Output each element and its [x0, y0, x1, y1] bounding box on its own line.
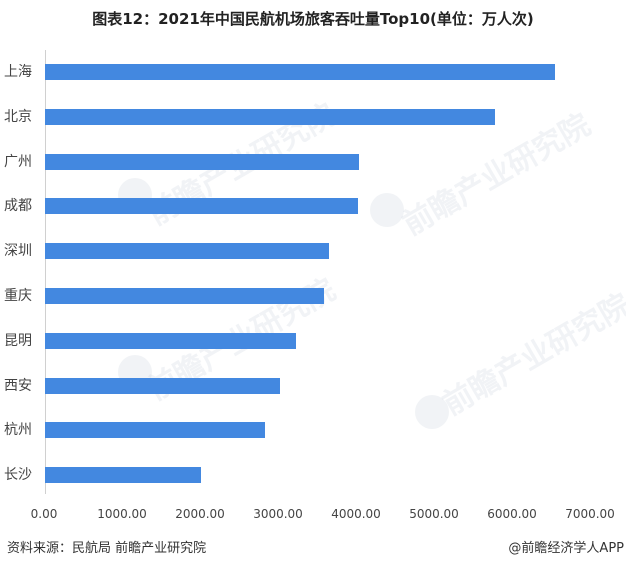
category-label: 北京	[4, 108, 32, 125]
credit-note: @前瞻经济学人APP	[508, 541, 624, 556]
bar	[45, 198, 358, 215]
x-tick-label: 0.00	[30, 507, 58, 521]
category-label: 重庆	[4, 288, 32, 304]
bar	[45, 108, 495, 125]
bar	[45, 64, 556, 80]
x-tick-label: 1000.00	[97, 507, 147, 521]
bar-row: 上海	[0, 64, 626, 80]
category-label: 昆明	[4, 332, 32, 349]
bar-row: 深圳	[0, 243, 626, 260]
bar	[45, 467, 201, 484]
bar	[45, 288, 324, 304]
chart-title: 图表12：2021年中国民航机场旅客吞吐量Top10(单位：万人次)	[92, 10, 534, 28]
x-tick-label: 6000.00	[487, 507, 537, 521]
bar	[45, 243, 329, 260]
bar-row: 昆明	[0, 332, 626, 349]
bar-row: 北京	[0, 108, 626, 125]
bar-row: 杭州	[0, 422, 626, 439]
category-label: 成都	[4, 198, 32, 215]
y-axis-line	[45, 50, 46, 494]
category-label: 长沙	[4, 467, 32, 484]
bar	[45, 422, 265, 439]
bar-row: 重庆	[0, 288, 626, 304]
x-tick-label: 7000.00	[565, 507, 615, 521]
bar	[45, 332, 297, 349]
bar-row: 广州	[0, 153, 626, 170]
bar-row: 长沙	[0, 467, 626, 484]
x-tick-label: 3000.00	[253, 507, 303, 521]
category-label: 西安	[4, 377, 32, 394]
category-label: 杭州	[4, 422, 32, 439]
x-tick-label: 4000.00	[331, 507, 381, 521]
category-label: 广州	[4, 153, 32, 170]
source-note: 资料来源：民航局 前瞻产业研究院	[7, 541, 207, 556]
bar-row: 成都	[0, 198, 626, 215]
bar	[45, 377, 281, 394]
bar-row: 西安	[0, 377, 626, 394]
category-label: 上海	[4, 64, 32, 80]
category-label: 深圳	[4, 243, 32, 260]
x-tick-label: 2000.00	[175, 507, 225, 521]
x-tick-label: 5000.00	[409, 507, 459, 521]
bar	[45, 153, 359, 170]
